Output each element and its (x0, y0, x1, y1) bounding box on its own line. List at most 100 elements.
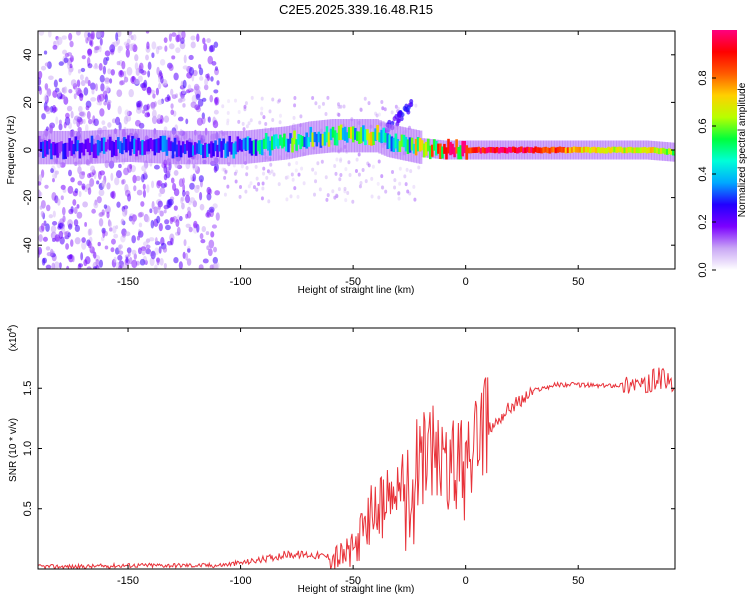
heatmap-noise-cell (367, 163, 371, 168)
heatmap-ridge-cell (651, 146, 655, 153)
heatmap-noise-cell (68, 169, 72, 177)
heatmap-noise-cell (59, 218, 65, 225)
heatmap-noise-cell (76, 31, 81, 36)
heatmap-noise-cell (58, 262, 62, 269)
heatmap-noise-cell (71, 255, 75, 263)
heatmap-ridge-cell (175, 144, 179, 158)
heatmap-noise-cell (358, 184, 362, 189)
heatmap-noise-cell (150, 101, 156, 110)
heatmap-noise-cell (339, 157, 343, 162)
heatmap-noise-cell (68, 32, 73, 41)
heatmap-noise-cell (150, 250, 156, 260)
heatmap-noise-cell (70, 239, 74, 247)
heatmap-noise-cell (135, 175, 141, 182)
heatmap-noise-cell (73, 206, 78, 215)
heatmap-noise-cell (87, 228, 92, 236)
heatmap-noise-cell (41, 113, 46, 120)
heatmap-noise-cell (196, 33, 200, 42)
heatmap-ridge-cell (522, 147, 525, 154)
heatmap-noise-cell (213, 41, 219, 48)
heatmap-noise-cell (111, 238, 116, 245)
heatmap-noise-cell (260, 106, 264, 111)
heatmap-ridge-cell (183, 144, 187, 155)
heatmap-noise-cell (142, 109, 146, 114)
heatmap-noise-cell (115, 116, 121, 126)
heatmap-noise-cell (397, 191, 401, 196)
heatmap-noise-cell (154, 237, 158, 246)
heatmap-noise-cell (125, 48, 130, 58)
heatmap-noise-cell (128, 43, 134, 51)
heatmap-ridge-cell (94, 143, 98, 159)
heatmap-noise-cell (163, 173, 168, 181)
heatmap-ridge-cell (117, 137, 120, 150)
heatmap-ridge-cell (653, 147, 657, 154)
heatmap-noise-cell (97, 170, 102, 180)
heatmap-ridge-cell (112, 142, 116, 156)
heatmap-ridge-cell (591, 146, 594, 153)
heatmap-noise-cell (140, 201, 145, 207)
heatmap-noise-cell (45, 264, 52, 269)
heatmap-noise-cell (141, 248, 146, 256)
heatmap-ridge-cell (78, 143, 82, 159)
heatmap-noise-cell (42, 257, 48, 264)
heatmap-noise-cell (110, 172, 114, 182)
heatmap-noise-cell (131, 259, 138, 269)
heatmap-ridge-cell (349, 126, 353, 139)
heatmap-noise-cell (202, 37, 206, 45)
heatmap-ridge-cell (279, 134, 282, 146)
heatmap-ridge-cell (222, 138, 225, 150)
heatmap-noise-cell (255, 176, 259, 181)
heatmap-noise-cell (370, 194, 374, 199)
heatmap-ridge-cell (362, 125, 365, 142)
heatmap-noise-cell (187, 248, 191, 253)
heatmap-noise-cell (170, 177, 175, 184)
heatmap-ridge-cell (119, 141, 122, 154)
heatmap-ridge-cell (50, 143, 53, 160)
heatmap-noise-cell (262, 171, 266, 176)
heatmap-noise-cell (116, 201, 121, 208)
heatmap-noise-cell (226, 184, 230, 189)
heatmap-noise-cell (381, 185, 385, 190)
heatmap-noise-cell (163, 209, 167, 214)
heatmap-noise-cell (159, 59, 166, 66)
heatmap-noise-cell (38, 31, 45, 36)
heatmap-ridge-cell (204, 142, 207, 158)
heatmap-noise-cell (333, 164, 337, 169)
snr-xlabel: Height of straight line (km) (298, 584, 415, 595)
heatmap-noise-cell (173, 188, 180, 197)
heatmap-ridge-cell (62, 143, 65, 160)
heatmap-ridge-cell (104, 141, 108, 152)
heatmap-ridge-cell (586, 146, 590, 153)
heatmap-ridge-cell (627, 146, 631, 153)
heatmap-noise-cell (171, 32, 177, 37)
heatmap-noise-cell (224, 169, 228, 174)
heatmap-noise-cell (123, 70, 127, 79)
y-tick-label: 0.5 (22, 501, 34, 516)
heatmap-ridge-cell (524, 147, 527, 154)
heatmap-ridge-cell (149, 138, 153, 150)
heatmap-noise-cell (141, 70, 147, 76)
heatmap-ridge-cell (60, 141, 63, 152)
heatmap-noise-cell (55, 116, 59, 125)
heatmap-noise-cell (52, 210, 56, 218)
heatmap-noise-cell (164, 182, 168, 188)
heatmap-ridge-cell (345, 132, 349, 143)
heatmap-noise-cell (338, 177, 342, 182)
heatmap-ridge-cell (200, 143, 203, 155)
colorbar-tick-label: 0.6 (697, 118, 709, 133)
heatmap-noise-cell (155, 87, 160, 96)
snr-x-ticks: -150 -100 -50 0 50 (117, 328, 584, 587)
snr-y-ticks: 0.5 1.0 1.5 (22, 381, 675, 516)
heatmap-ridge-cell (657, 148, 661, 155)
heatmap-noise-cell (83, 87, 89, 96)
y-tick-label: -20 (22, 190, 34, 206)
heatmap-noise-cell (133, 185, 137, 192)
heatmap-ridge-cell (487, 146, 491, 153)
heatmap-noise-cell (375, 113, 379, 118)
heatmap-noise-cell (93, 201, 99, 209)
heatmap-noise-cell (403, 174, 407, 179)
heatmap-ridge-cell (321, 133, 325, 146)
snr-series-line (38, 367, 675, 569)
heatmap-noise-cell (276, 99, 280, 104)
colorbar-tick-label: 0.0 (697, 262, 709, 277)
